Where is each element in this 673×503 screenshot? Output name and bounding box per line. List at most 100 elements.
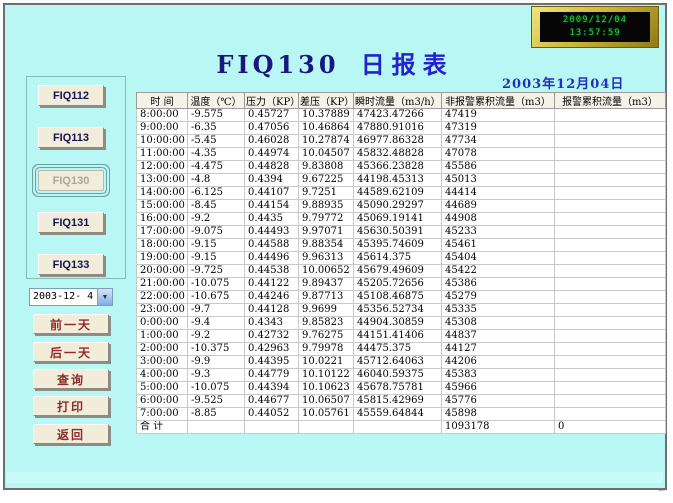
prev-day-button[interactable]: 前一天 (33, 314, 109, 334)
cell: 47319 (441, 121, 555, 135)
cell: 44206 (441, 355, 555, 369)
table-row: 1:00:00 -9.2 0.42732 9.76275 44151.41406 4483… (136, 329, 666, 343)
cell: 45712.64063 (353, 355, 442, 369)
cell: 45090.29297 (353, 199, 442, 213)
fiq112-button[interactable]: FIQ112 (38, 85, 104, 106)
total-row: 合 计 1093178 0 (136, 420, 666, 434)
cell: 9.83808 (298, 160, 354, 174)
cell (554, 108, 666, 122)
fiq133-button[interactable]: FIQ133 (38, 254, 104, 275)
cell: 47078 (441, 147, 555, 161)
cell: 45614.375 (353, 251, 442, 265)
chevron-down-icon[interactable]: ▼ (97, 289, 112, 305)
scroll-left-arrow-icon[interactable]: ← (657, 484, 667, 495)
cell: 1:00:00 (136, 329, 188, 343)
cell: -9.3 (187, 368, 245, 382)
cell: 0.44395 (244, 355, 299, 369)
cell: 0.46028 (244, 134, 299, 148)
cell: 9.76275 (298, 329, 354, 343)
cell: -9.725 (187, 264, 245, 278)
cell: 0 (554, 420, 666, 434)
cell: 10.27874 (298, 134, 354, 148)
cell: -10.675 (187, 290, 245, 304)
cell (554, 199, 666, 213)
cell: 45279 (441, 290, 555, 304)
cell: 9.89437 (298, 277, 354, 291)
cell (554, 355, 666, 369)
clock-date: 2009/12/04 (562, 14, 628, 25)
cell: 45898 (441, 407, 555, 421)
digital-clock: 2009/12/04 13:57:59 (531, 6, 659, 48)
report-date: 2003年12月04日 (502, 77, 625, 92)
cell: 23:00:00 (136, 303, 188, 317)
cell: 45205.72656 (353, 277, 442, 291)
column-header: 瞬时流量（m3/h） (353, 92, 442, 109)
cell (554, 251, 666, 265)
cell: 10.10122 (298, 368, 354, 382)
cell: 44908 (441, 212, 555, 226)
cell: 9.79978 (298, 342, 354, 356)
column-header: 压力（KP） (244, 92, 299, 109)
cell: 16:00:00 (136, 212, 188, 226)
cell (554, 394, 666, 408)
table-row: 20:00:00 -9.725 0.44538 10.00652 45679.49609… (136, 264, 666, 278)
cell: 0.44677 (244, 394, 299, 408)
cell: -9.075 (187, 225, 245, 239)
cell: 0.4343 (244, 316, 299, 330)
cell (554, 186, 666, 200)
cell (554, 277, 666, 291)
cell: 0.4435 (244, 212, 299, 226)
cell: 45366.23828 (353, 160, 442, 174)
table-row: 6:00:00 -9.525 0.44677 10.06507 45815.42969 4… (136, 394, 666, 408)
query-button[interactable]: 查询 (33, 369, 109, 389)
cell: 2:00:00 (136, 342, 188, 356)
table-row: 3:00:00 -9.9 0.44395 10.0221 45712.64063 4420… (136, 355, 666, 369)
cell: 17:00:00 (136, 225, 188, 239)
cell: 9.97071 (298, 225, 354, 239)
cell: -9.4 (187, 316, 245, 330)
fiq130-button[interactable]: FIQ130 (38, 170, 104, 191)
cell: 10.06507 (298, 394, 354, 408)
cell: 0.44052 (244, 407, 299, 421)
cell: 45404 (441, 251, 555, 265)
return-button[interactable]: 返回 (33, 424, 109, 444)
table-row: 9:00:00 -6.35 0.47056 10.46864 47880.91016 47… (136, 121, 666, 135)
table-row: 8:00:00 -9.575 0.45727 10.37889 47423.47266 4… (136, 108, 666, 122)
table-row: 4:00:00 -9.3 0.44779 10.10122 46040.59375 453… (136, 368, 666, 382)
table-row: 11:00:00 -4.35 0.44974 10.04507 45832.48828 4… (136, 147, 666, 161)
cell: 21:00:00 (136, 277, 188, 291)
table-row: 0:00:00 -9.4 0.4343 9.85823 44904.30859 45308 (136, 316, 666, 330)
cell: 9.85823 (298, 316, 354, 330)
cell: -9.2 (187, 329, 245, 343)
cell (554, 303, 666, 317)
cell: 45586 (441, 160, 555, 174)
cell: 6:00:00 (136, 394, 188, 408)
next-day-button[interactable]: 后一天 (33, 342, 109, 362)
cell: 11:00:00 (136, 147, 188, 161)
cell: -9.15 (187, 238, 245, 252)
cell (244, 420, 299, 434)
cell: 44151.41406 (353, 329, 442, 343)
cell (554, 121, 666, 135)
cell: 0:00:00 (136, 316, 188, 330)
cell: -4.35 (187, 147, 245, 161)
cell: 0.42963 (244, 342, 299, 356)
cell: 45108.46875 (353, 290, 442, 304)
cell: 0.4394 (244, 173, 299, 187)
cell: 45308 (441, 316, 555, 330)
cell: 45832.48828 (353, 147, 442, 161)
cell (554, 134, 666, 148)
table-row: 23:00:00 -9.7 0.44128 9.9699 45356.52734 4533… (136, 303, 666, 317)
table-row: 7:00:00 -8.85 0.44052 10.05761 45559.64844 45… (136, 407, 666, 421)
cell: 0.44107 (244, 186, 299, 200)
fiq131-button[interactable]: FIQ131 (38, 212, 104, 233)
cell: 10.00652 (298, 264, 354, 278)
print-button[interactable]: 打印 (33, 396, 109, 416)
cell (554, 147, 666, 161)
date-select[interactable]: 2003-12- 4 ▼ (29, 288, 113, 306)
cell: 10.10623 (298, 381, 354, 395)
cell: 7:00:00 (136, 407, 188, 421)
cell: 45422 (441, 264, 555, 278)
fiq113-button[interactable]: FIQ113 (38, 127, 104, 148)
cell: 0.44974 (244, 147, 299, 161)
